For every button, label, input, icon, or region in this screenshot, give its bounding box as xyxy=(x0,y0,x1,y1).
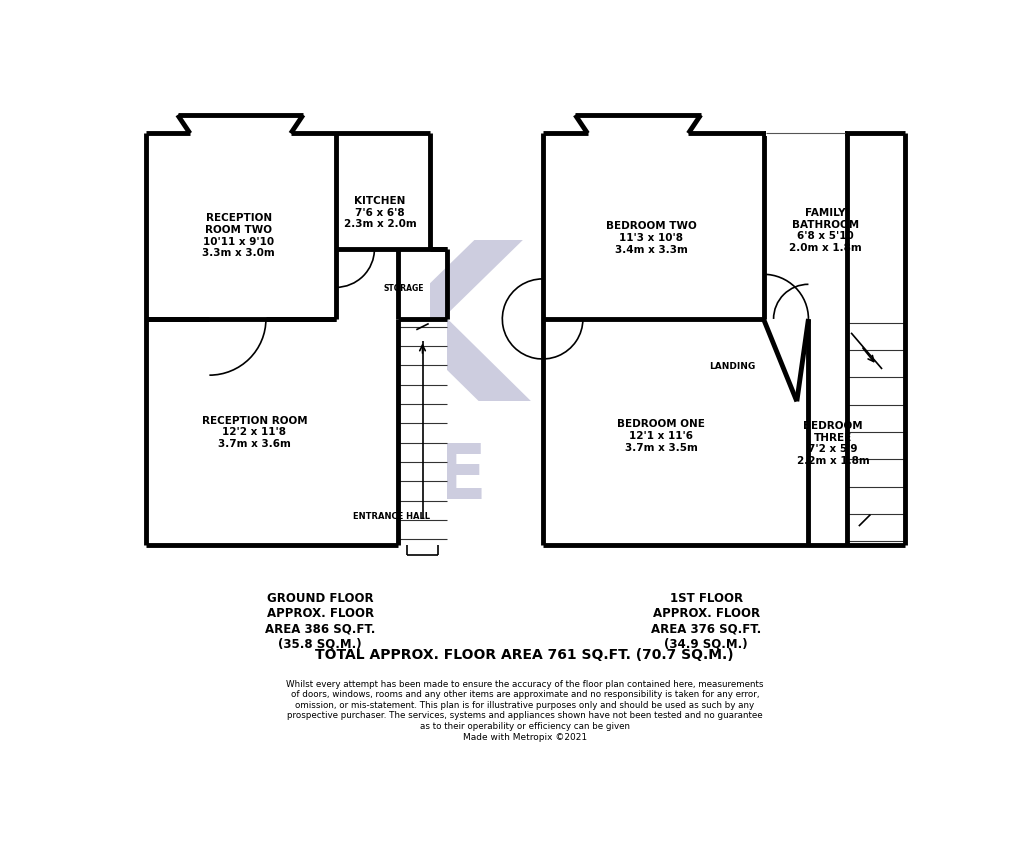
Text: KITCHEN
7'6 x 6'8
2.3m x 2.0m: KITCHEN 7'6 x 6'8 2.3m x 2.0m xyxy=(343,196,416,229)
Polygon shape xyxy=(145,133,430,546)
Text: D: D xyxy=(171,232,356,447)
Text: S: S xyxy=(841,441,896,515)
Text: FAMILY
BATHROOM
6'8 x 5'10
2.0m x 1.8m: FAMILY BATHROOM 6'8 x 5'10 2.0m x 1.8m xyxy=(790,208,862,253)
Text: BEDROOM
THREE
7'2 x 5'9
2.2m x 1.8m: BEDROOM THREE 7'2 x 5'9 2.2m x 1.8m xyxy=(797,421,869,466)
Polygon shape xyxy=(397,319,447,546)
Polygon shape xyxy=(575,115,700,133)
Text: RECEPTION ROOM
12'2 x 11'8
3.7m x 3.6m: RECEPTION ROOM 12'2 x 11'8 3.7m x 3.6m xyxy=(202,416,307,449)
Text: S: S xyxy=(201,441,256,515)
Text: STORAGE: STORAGE xyxy=(384,284,424,293)
Text: T: T xyxy=(784,441,836,515)
Text: ENTRANCE HALL: ENTRANCE HALL xyxy=(353,512,430,521)
Text: T: T xyxy=(261,441,313,515)
Text: RECEPTION
ROOM TWO
10'11 x 9'10
3.3m x 3.0m: RECEPTION ROOM TWO 10'11 x 9'10 3.3m x 3… xyxy=(203,213,275,258)
Text: 1ST FLOOR
APPROX. FLOOR
AREA 376 SQ.FT.
(34.9 SQ.M.): 1ST FLOOR APPROX. FLOOR AREA 376 SQ.FT. … xyxy=(651,592,761,650)
Text: TOTAL APPROX. FLOOR AREA 761 SQ.FT. (70.7 SQ.M.): TOTAL APPROX. FLOOR AREA 761 SQ.FT. (70.… xyxy=(315,648,734,663)
Text: N: N xyxy=(720,441,783,515)
Text: E: E xyxy=(435,441,487,515)
Text: LANDING: LANDING xyxy=(710,362,756,371)
Text: BEDROOM ONE
12'1 x 11'6
3.7m x 3.5m: BEDROOM ONE 12'1 x 11'6 3.7m x 3.5m xyxy=(617,419,706,453)
Text: BEDROOM TWO
11'3 x 10'8
3.4m x 3.3m: BEDROOM TWO 11'3 x 10'8 3.4m x 3.3m xyxy=(606,221,696,254)
Text: E: E xyxy=(144,441,197,515)
Text: G: G xyxy=(604,441,667,515)
Text: E: E xyxy=(668,441,720,515)
Polygon shape xyxy=(177,115,303,133)
Text: Made with Metropix ©2021: Made with Metropix ©2021 xyxy=(463,733,587,742)
Text: A: A xyxy=(315,441,375,515)
Text: B: B xyxy=(268,232,437,447)
Polygon shape xyxy=(766,131,845,136)
Text: Whilst every attempt has been made to ensure the accuracy of the floor plan cont: Whilst every attempt has been made to en… xyxy=(286,680,764,731)
Text: K: K xyxy=(352,232,524,447)
Text: A: A xyxy=(548,441,607,515)
Text: GROUND FLOOR
APPROX. FLOOR
AREA 386 SQ.FT.
(35.8 SQ.M.): GROUND FLOOR APPROX. FLOOR AREA 386 SQ.F… xyxy=(265,592,376,650)
Text: T: T xyxy=(377,441,429,515)
Polygon shape xyxy=(543,133,905,546)
